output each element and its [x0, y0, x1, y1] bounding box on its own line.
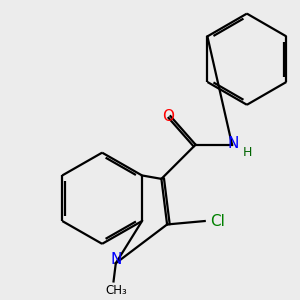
Text: Cl: Cl — [210, 214, 225, 229]
Text: H: H — [243, 146, 253, 159]
Text: N: N — [228, 136, 239, 151]
Text: CH₃: CH₃ — [105, 284, 127, 297]
Text: O: O — [162, 109, 174, 124]
Text: N: N — [110, 252, 122, 267]
